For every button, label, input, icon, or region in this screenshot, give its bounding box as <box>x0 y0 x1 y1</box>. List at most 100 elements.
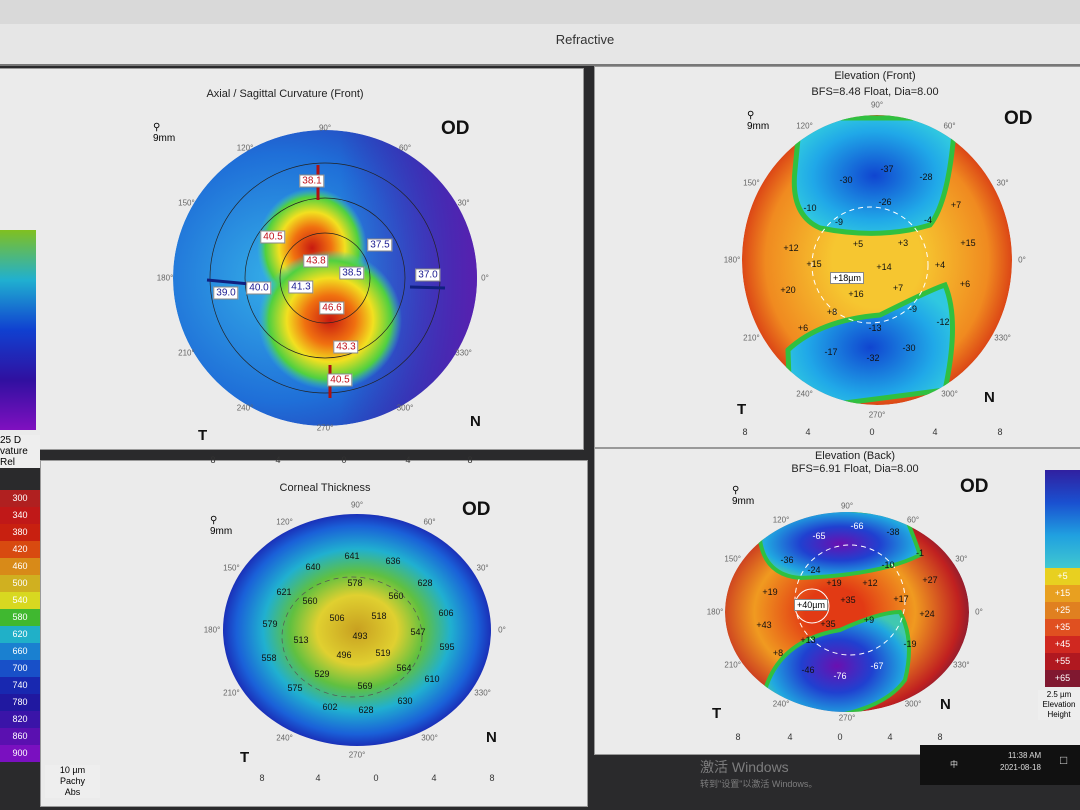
elevation-value: -24 <box>807 565 821 575</box>
thickness-value: 610 <box>424 674 440 684</box>
elevation-scale-step[interactable]: +15 <box>1045 585 1080 602</box>
degree-label: 90° <box>840 501 854 511</box>
pachy-scale-step[interactable]: 740 <box>0 677 40 694</box>
notification-icon[interactable]: □ <box>1060 753 1068 767</box>
elevation-value: -9 <box>908 304 918 314</box>
legend-type: Pachy <box>59 776 85 786</box>
degree-label: 0° <box>975 607 983 617</box>
pachy-scale-step[interactable]: 700 <box>0 660 40 677</box>
nasal-marker: N <box>486 729 497 746</box>
top-strip <box>0 0 1080 24</box>
thickness-value: 640 <box>305 562 321 572</box>
axis-tick-label: 8 <box>210 455 216 465</box>
taskbar: 中 11:38 AM 2021-08-18 □ <box>920 745 1080 785</box>
zoom-button[interactable]: ⚲ 9mm <box>153 122 175 144</box>
curvature-value: 43.3 <box>333 340 359 354</box>
elevation-value: -36 <box>780 555 794 565</box>
legend-mode[interactable]: Rel <box>0 457 16 468</box>
degree-label: 270° <box>348 750 366 760</box>
clock-time[interactable]: 11:38 AM <box>1008 751 1042 760</box>
elevation-back-center-value: +40µm <box>794 599 828 611</box>
elevation-value: +7 <box>892 283 904 293</box>
degree-label: 30° <box>996 178 1009 187</box>
degree-label: 330° <box>455 348 472 358</box>
thickness-map <box>223 514 491 746</box>
curvature-value: 43.8 <box>303 254 329 268</box>
elevation-scale-step[interactable]: +5 <box>1045 568 1080 585</box>
elevation-scale-step[interactable]: +35 <box>1045 619 1080 636</box>
degree-label: 150° <box>724 554 741 564</box>
elevation-value: +35 <box>840 595 856 605</box>
legend-mode[interactable]: Abs <box>64 787 81 797</box>
pachy-scale-step[interactable]: 620 <box>0 626 40 643</box>
zoom-button[interactable]: ⚲ 9mm <box>210 515 232 537</box>
thickness-value: 506 <box>329 613 345 623</box>
legend-mode[interactable]: Height <box>1047 710 1071 719</box>
pachy-scale-step[interactable]: 340 <box>0 507 40 524</box>
degree-label: 60° <box>906 515 920 525</box>
degree-label: 0° <box>498 625 506 635</box>
magnifier-icon: ⚲ <box>732 485 740 496</box>
thickness-value: 558 <box>261 653 277 663</box>
curvature-value: 40.0 <box>246 281 272 295</box>
elevation-scale-step[interactable]: +25 <box>1045 602 1080 619</box>
elevation-value: -12 <box>936 317 950 327</box>
degree-label: 150° <box>178 198 195 208</box>
pachy-scale-step[interactable]: 500 <box>0 575 40 592</box>
thickness-value: 560 <box>302 596 318 606</box>
pachy-scale-step[interactable]: 860 <box>0 728 40 745</box>
ime-indicator[interactable]: 中 <box>950 760 958 769</box>
degree-label: 60° <box>943 121 956 131</box>
degree-label: 0° <box>1018 255 1026 265</box>
magnifier-icon: ⚲ <box>210 515 218 526</box>
eye-label: OD <box>960 476 989 497</box>
legend-step: 2.5 µm <box>1046 690 1072 699</box>
thickness-value: 595 <box>439 642 455 652</box>
elevation-value: +6 <box>797 323 809 333</box>
pachy-scale-step[interactable]: 420 <box>0 541 40 558</box>
degree-label: 210° <box>223 688 240 697</box>
pachy-scale-step[interactable]: 380 <box>0 524 40 541</box>
curvature-value: 40.5 <box>260 230 286 244</box>
curvature-value: 40.5 <box>327 373 353 387</box>
temporal-marker: T <box>198 427 208 444</box>
axis-tick-label: 4 <box>805 427 811 437</box>
pachy-scale-step[interactable]: 580 <box>0 609 40 626</box>
thickness-value: 569 <box>357 681 373 691</box>
thickness-value: 575 <box>287 683 303 693</box>
thickness-value: 630 <box>397 696 413 706</box>
elevation-value: +17 <box>893 594 909 604</box>
elevation-scale-step[interactable]: +65 <box>1045 670 1080 687</box>
degree-label: 180° <box>203 625 221 635</box>
thickness-value: 602 <box>322 702 338 712</box>
elevation-back-subtitle: BFS=6.91 Float, Dia=8.00 <box>791 463 919 475</box>
pachy-scale-step[interactable]: 780 <box>0 694 40 711</box>
thickness-value: 579 <box>262 619 278 629</box>
axis-tick-label: 8 <box>937 732 943 742</box>
elevation-value: +3 <box>897 238 909 248</box>
clock-date[interactable]: 2021-08-18 <box>1000 763 1041 772</box>
degree-label: 300° <box>396 403 414 413</box>
elevation-value: -76 <box>833 671 847 681</box>
elevation-scale-step[interactable]: +55 <box>1045 653 1080 670</box>
elevation-value: -66 <box>850 521 864 531</box>
zoom-button[interactable]: ⚲ 9mm <box>732 485 754 507</box>
zoom-label: 9mm <box>732 496 755 507</box>
pachy-scale-step[interactable]: 300 <box>0 490 40 507</box>
thickness-value: 518 <box>371 611 387 621</box>
elevation-scale-step[interactable]: +45 <box>1045 636 1080 653</box>
zoom-button[interactable]: ⚲ 9mm <box>747 110 769 132</box>
elevation-value: +5 <box>852 239 864 249</box>
elevation-value: -9 <box>834 217 844 227</box>
degree-label: 60° <box>423 517 436 527</box>
pachy-scale-step[interactable]: 460 <box>0 558 40 575</box>
elevation-value: +19 <box>762 587 778 597</box>
degree-label: 30° <box>457 198 470 208</box>
pachy-scale-step[interactable]: 820 <box>0 711 40 728</box>
pachy-scale-step[interactable]: 540 <box>0 592 40 609</box>
pachy-scale-step[interactable]: 900 <box>0 745 40 762</box>
elevation-value: +16 <box>848 289 864 299</box>
pachy-scale-step[interactable]: 660 <box>0 643 40 660</box>
degree-label: 90° <box>318 123 332 133</box>
elevation-value: +19 <box>826 578 842 588</box>
